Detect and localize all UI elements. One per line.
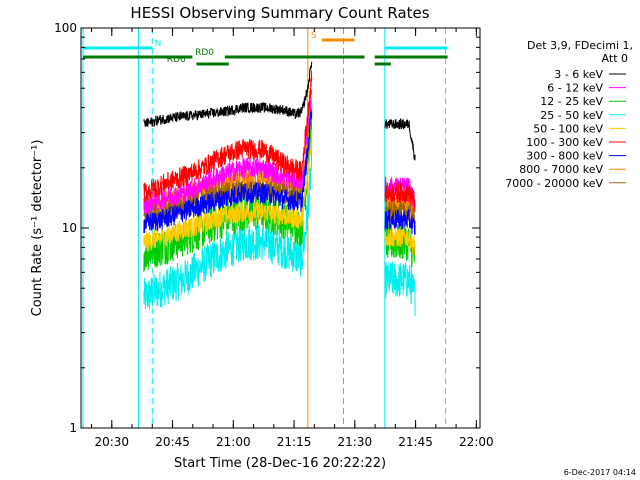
legend-item-label-1: 6 - 12 keV [547, 82, 603, 95]
top-bar-label-1: S [311, 31, 317, 41]
date-stamp: 6-Dec-2017 04:14 [564, 468, 636, 477]
legend-item-label-0: 3 - 6 keV [554, 68, 603, 81]
y-tick-label-1: 10 [62, 221, 77, 235]
x-tick-label-4: 21:30 [338, 435, 373, 449]
y-tick-label-0: 1 [69, 421, 77, 435]
legend-item-label-6: 300 - 800 keV [526, 150, 603, 163]
series-line-6 [143, 111, 416, 235]
legend-item-label-4: 50 - 100 keV [533, 122, 603, 135]
x-tick-label-6: 22:00 [459, 435, 494, 449]
x-axis-label: Start Time (28-Dec-16 20:22:22) [174, 456, 386, 471]
x-tick-label-3: 21:15 [277, 435, 312, 449]
x-tick-label-1: 20:45 [155, 435, 190, 449]
series-line-5 [143, 70, 416, 211]
series-line-0 [143, 61, 416, 161]
legend-header-line-1: Det 3,9, FDecimi 1, [527, 39, 633, 52]
chart-title: HESSI Observing Summary Count Rates [130, 4, 429, 22]
y-tick-label-2: 100 [54, 21, 77, 35]
x-tick-label-2: 21:00 [216, 435, 251, 449]
plot-area: N S RD0 RD6 20:30 20:45 21:00 21:15 21:30 21:45 22… [54, 21, 494, 449]
y-axis-label: Count Rate (s⁻¹ detector⁻¹) [30, 140, 45, 317]
x-tick-label-5: 21:45 [398, 435, 433, 449]
legend-item-label-3: 25 - 50 keV [540, 109, 603, 122]
top-bar-label-3: RD6 [167, 55, 186, 65]
top-bar-label-2: RD0 [195, 48, 214, 58]
legend-item-label-7: 800 - 7000 keV [519, 163, 603, 176]
series-line-3 [143, 143, 416, 316]
top-bar-label-0: N [155, 39, 162, 49]
legend-header-line-2: Att 0 [602, 52, 628, 65]
legend-item-label-5: 100 - 300 keV [526, 136, 603, 149]
x-tick-label-0: 20:30 [94, 435, 129, 449]
legend-item-label-8: 7000 - 20000 keV [505, 177, 603, 190]
legend-item-label-2: 12 - 25 keV [540, 95, 603, 108]
series-line-4 [143, 129, 416, 256]
